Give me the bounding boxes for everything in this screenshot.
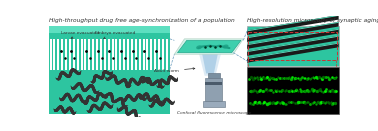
Text: High-throughput drug free age-synchronization of a population: High-throughput drug free age-synchroniz… <box>49 18 235 23</box>
Bar <box>166 39 168 70</box>
Bar <box>53 39 56 70</box>
Bar <box>84 39 87 70</box>
Bar <box>108 39 110 70</box>
Bar <box>154 39 156 70</box>
Bar <box>92 39 94 70</box>
Polygon shape <box>247 29 339 45</box>
Bar <box>65 39 67 70</box>
Bar <box>50 39 51 70</box>
Polygon shape <box>247 22 339 38</box>
Bar <box>73 39 75 70</box>
Text: Confocal fluorescence microscopy: Confocal fluorescence microscopy <box>177 111 251 115</box>
Bar <box>247 26 339 66</box>
Polygon shape <box>247 22 339 42</box>
Bar <box>146 39 149 70</box>
Bar <box>158 39 160 70</box>
Bar <box>81 39 82 70</box>
Bar <box>119 39 121 70</box>
Polygon shape <box>247 43 339 59</box>
Bar <box>150 39 152 70</box>
Polygon shape <box>247 36 339 56</box>
Bar <box>112 39 113 70</box>
Text: High-resolution microscopy of synaptic aging in DA9 neuron: High-resolution microscopy of synaptic a… <box>247 18 378 23</box>
Bar <box>88 39 90 70</box>
Bar <box>104 39 106 70</box>
Bar <box>115 39 118 70</box>
Polygon shape <box>174 39 243 54</box>
Bar <box>69 39 71 70</box>
Bar <box>77 39 79 70</box>
Ellipse shape <box>223 45 229 49</box>
Bar <box>135 39 137 70</box>
Bar <box>49 26 170 33</box>
Bar <box>139 39 141 70</box>
Bar <box>203 101 225 107</box>
Bar <box>61 39 63 70</box>
FancyBboxPatch shape <box>205 78 222 101</box>
Bar <box>57 39 59 70</box>
Polygon shape <box>247 43 339 63</box>
Bar <box>49 26 170 114</box>
Bar <box>248 32 337 60</box>
Polygon shape <box>199 54 221 76</box>
Polygon shape <box>247 15 339 31</box>
Polygon shape <box>247 15 339 35</box>
Text: Embryo evacuated: Embryo evacuated <box>95 31 136 39</box>
Polygon shape <box>247 29 339 49</box>
Bar <box>131 39 133 70</box>
Bar <box>96 39 98 70</box>
Bar <box>205 82 222 85</box>
Bar <box>143 39 144 70</box>
Bar <box>100 39 102 70</box>
Bar <box>247 67 339 113</box>
Polygon shape <box>247 36 339 52</box>
Text: Larvae evacuated: Larvae evacuated <box>61 31 99 38</box>
Text: Adult worm: Adult worm <box>154 68 195 73</box>
Bar <box>208 73 220 78</box>
Bar <box>162 39 164 70</box>
Bar <box>127 39 129 70</box>
Bar <box>123 39 125 70</box>
Ellipse shape <box>196 45 202 49</box>
Polygon shape <box>202 54 218 73</box>
Polygon shape <box>177 40 241 53</box>
